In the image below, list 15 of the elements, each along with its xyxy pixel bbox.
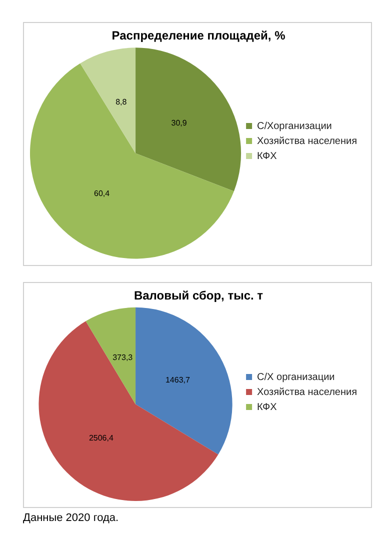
data-label: 373,3 (112, 352, 134, 362)
data-label: 8,8 (116, 98, 128, 107)
legend-label: Хозяйства населения (257, 136, 358, 147)
data-label: 60,4 (94, 188, 110, 198)
legend-label: Хозяйства населения (257, 386, 358, 398)
data-label: 30,9 (171, 118, 188, 128)
legend-label: КФХ (257, 402, 278, 413)
text: Данные 2020 года. (23, 512, 120, 524)
legend-label: С/Хорганизации (257, 120, 332, 132)
chart-title: Распределение площадей, % (112, 28, 286, 43)
data-label: 2506,4 (88, 434, 114, 443)
data-label: 1463,7 (165, 376, 191, 385)
legend-label: С/Х организации (257, 372, 335, 383)
chart-title: Валовый сбор, тыс. т (134, 288, 264, 303)
legend-label: КФХ (257, 150, 278, 162)
